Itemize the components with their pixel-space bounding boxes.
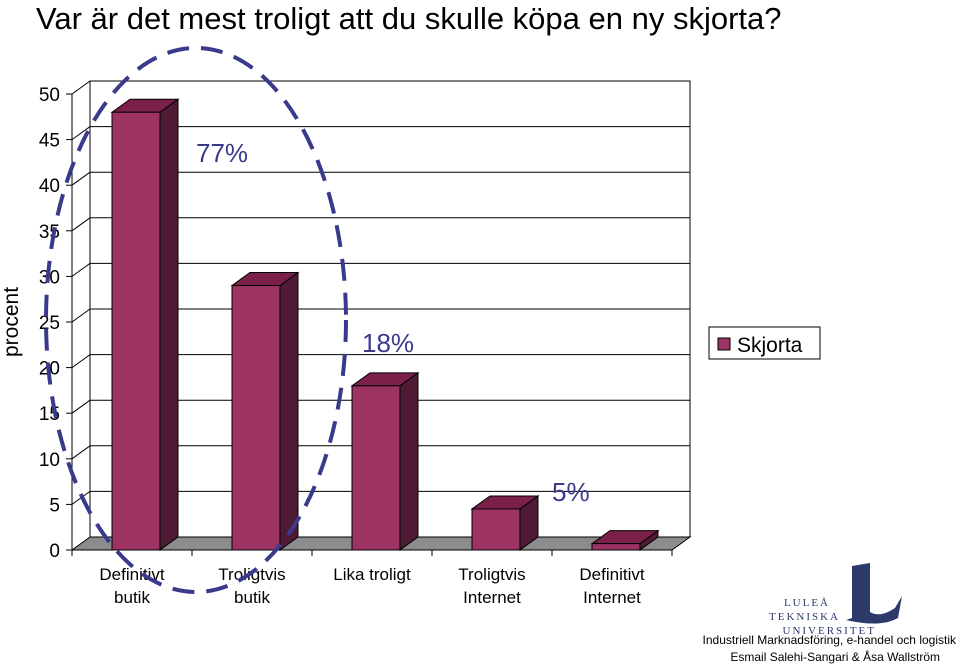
footer-line2: Esmail Salehi-Sangari & Åsa Wallström [730,649,940,664]
bars [110,98,660,551]
category-labels: Definitivt butik Troligtvis butik Lika troli… [99,565,644,607]
gridline-diagonal [71,217,91,232]
logo-mark [846,563,902,624]
y-tick-label: 5 [49,495,60,516]
legend: Skjorta [708,326,821,360]
bar [591,543,641,551]
x-tick-label: Lika troligt [333,565,411,584]
legend-label: Skjorta [737,334,803,357]
y-tick-label: 25 [39,313,60,334]
gridline-diagonal [71,354,91,369]
legend-swatch [717,337,731,351]
gridline-diagonal [71,399,91,414]
footer-line1: Industriell Marknadsföring, e-handel och… [703,633,957,647]
chart-title: Var är det mest troligt att du skulle kö… [36,1,782,36]
university-logo: LULEÅ TEKNISKA UNIVERSITET [769,563,902,637]
gridline-diagonal [71,445,91,460]
bar-side [159,98,179,551]
highlight-ellipse [44,46,348,594]
bar [351,385,401,551]
annotation-18: 18% [362,328,414,358]
gridline-diagonal [71,308,91,323]
bar [231,285,281,551]
gridline-diagonal [71,171,91,186]
y-tick-label: 40 [39,176,60,197]
logo-line2: TEKNISKA [769,611,840,623]
logo-line1: LULEÅ [784,597,830,609]
gridline-diagonal [71,262,91,277]
y-tick-label: 10 [39,450,60,471]
annotation-5: 5% [552,477,590,507]
y-tick-label: 50 [39,85,60,106]
y-tick-label: 0 [49,541,60,562]
gridline-diagonal [71,126,91,141]
x-tick-label: butik [234,588,270,607]
y-axis-label: procent [0,287,23,357]
x-tick-label: Definitivt [579,565,644,584]
logo-line3: UNIVERSITET [783,625,877,637]
x-tick-label: Internet [463,588,521,607]
y-tick-label: 35 [39,222,60,243]
bar [471,508,521,551]
bar-side [279,271,299,551]
x-tick-label: Troligtvis [458,565,525,584]
bar-side [399,371,419,551]
gridline-diagonal [71,80,91,95]
bar [111,111,161,551]
x-tick-label: Internet [583,588,641,607]
x-tick-label: butik [114,588,150,607]
annotation-77: 77% [196,138,248,168]
y-tick-label: 45 [39,131,60,152]
